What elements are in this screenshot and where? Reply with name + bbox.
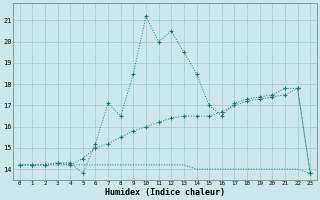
X-axis label: Humidex (Indice chaleur): Humidex (Indice chaleur)	[105, 188, 225, 197]
